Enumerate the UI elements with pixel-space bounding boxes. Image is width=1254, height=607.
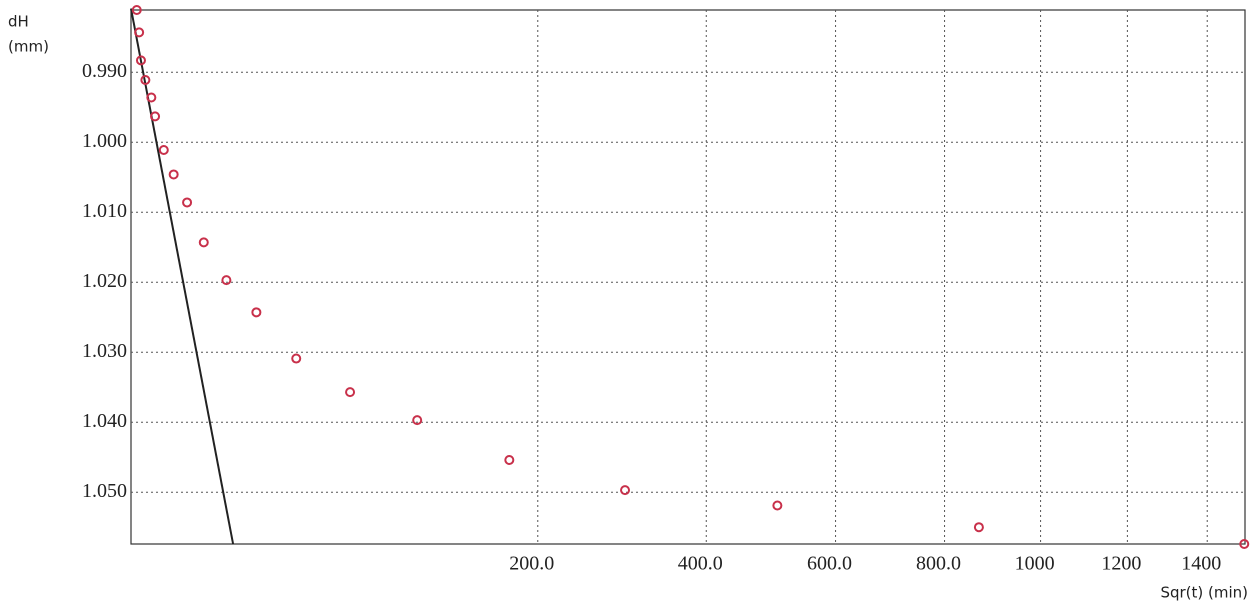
- x-tick-label: 400.0: [678, 553, 723, 575]
- point: [620, 485, 631, 496]
- point: [251, 307, 262, 318]
- fit-line: [130, 8, 235, 545]
- point: [198, 237, 209, 248]
- point: [131, 5, 142, 15]
- y-tick-label: 1.040: [82, 410, 127, 432]
- y-tick-label: 1.000: [82, 130, 127, 152]
- point: [772, 500, 783, 511]
- point: [146, 92, 157, 103]
- point: [158, 144, 169, 155]
- point: [412, 415, 423, 426]
- x-tick-label: 1000: [1015, 553, 1055, 575]
- y-tick-label: 0.990: [82, 60, 127, 82]
- y-tick-label: 1.050: [82, 480, 127, 502]
- point: [973, 522, 984, 533]
- y-axis-label-unit: (mm): [8, 38, 49, 56]
- point: [221, 275, 232, 286]
- x-tick-label: 1200: [1101, 553, 1141, 575]
- y-tick-label: 1.010: [82, 200, 127, 222]
- x-axis-label: Sqr(t) (min): [1160, 584, 1248, 602]
- y-tick-label: 1.030: [82, 340, 127, 362]
- point: [504, 455, 515, 466]
- point: [134, 27, 145, 38]
- x-tick-label: 800.0: [916, 553, 961, 575]
- point: [345, 387, 356, 398]
- y-tick-label: 1.020: [82, 270, 127, 292]
- point: [1239, 539, 1250, 549]
- x-tick-label: 1400: [1181, 553, 1221, 575]
- point: [135, 55, 146, 66]
- point: [291, 353, 302, 364]
- y-axis-label: dH: [8, 13, 29, 31]
- point: [140, 74, 151, 85]
- point: [150, 111, 161, 122]
- x-tick-label: 600.0: [807, 553, 852, 575]
- x-tick-label: 200.0: [509, 553, 554, 575]
- plot-frame: [130, 9, 1246, 545]
- point: [182, 197, 193, 208]
- point: [168, 169, 179, 180]
